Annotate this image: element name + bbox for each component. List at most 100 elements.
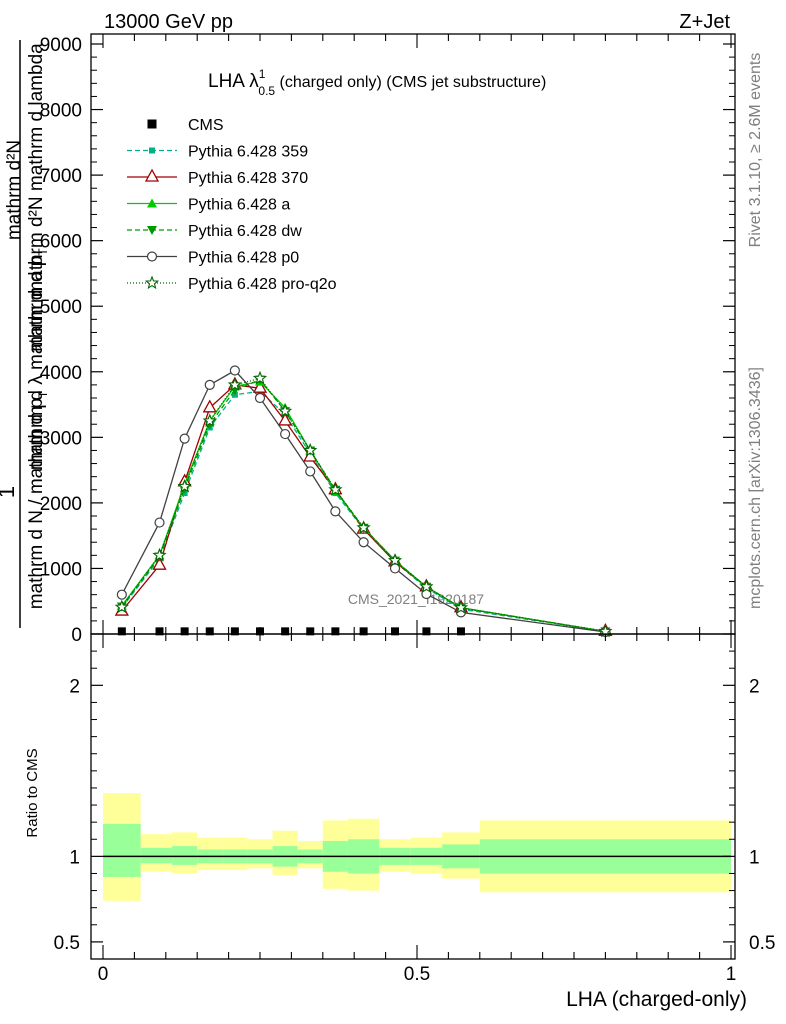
- series-point: [202, 399, 217, 413]
- legend-label: Pythia 6.428 p0: [188, 250, 299, 267]
- ratio-ytick-label-right: 2: [749, 676, 760, 697]
- series-line: [121, 377, 606, 633]
- series-line: [121, 390, 606, 633]
- ratio-ytick-label: 1: [69, 847, 80, 868]
- ylabel-one: 1: [0, 486, 19, 498]
- ratio-ytick-label-right: 1: [749, 847, 760, 868]
- series-point: [116, 589, 127, 600]
- legend-entry: Pythia 6.428 dw: [127, 223, 302, 240]
- ratio-bands: [103, 793, 731, 901]
- ratio-frame: [90, 633, 736, 960]
- series-point: [303, 442, 318, 457]
- series-point: [154, 517, 165, 528]
- main-x-ticks: [102, 34, 732, 634]
- legend-label: Pythia 6.428 a: [188, 197, 290, 214]
- ylabel-mid: mathrm d pT: [26, 248, 50, 352]
- cms-point: [256, 627, 264, 636]
- cms-point: [391, 627, 400, 636]
- main-ytick-label: 3000: [40, 428, 82, 449]
- series-point: [229, 365, 240, 376]
- series-point: [387, 553, 403, 567]
- series-line: [121, 369, 606, 633]
- main-ytick-label: 2000: [40, 494, 82, 515]
- series-point: [280, 428, 291, 440]
- series-point: [254, 392, 266, 404]
- ylabel-top2: mathrm d²N mathrm d lambda: [26, 43, 47, 297]
- cms-point: [306, 627, 315, 636]
- series-layer: [114, 365, 613, 638]
- ratio-band-inner: [172, 846, 198, 865]
- series-point: [114, 599, 129, 614]
- series-point: [330, 506, 341, 517]
- ratio-band-inner: [103, 823, 141, 877]
- ratio-ytick-label: 0.5: [54, 933, 80, 954]
- cms-point: [180, 627, 189, 636]
- chart-title: LHA λ1 0.5 (charged only) (CMS jet substr…: [208, 67, 546, 98]
- series-point: [278, 412, 293, 426]
- main-ytick-label: 0: [71, 625, 82, 646]
- ratio-ytick-label: 2: [69, 676, 80, 697]
- cms-point: [456, 627, 465, 636]
- series-pythia-6-428-p0: [116, 365, 611, 638]
- legend-marker: [146, 251, 158, 262]
- series-point: [177, 479, 192, 493]
- ylabel-bottom: mathrm d N / mathrm d pT: [26, 390, 50, 609]
- legend-label: Pythia 6.428 359: [188, 144, 308, 161]
- ratio-ylabel: Ratio to CMS: [24, 748, 41, 837]
- legend-marker: [147, 226, 157, 235]
- series-point: [252, 379, 268, 393]
- legend-marker: [144, 168, 160, 182]
- series-point: [453, 600, 469, 614]
- series-point: [419, 579, 434, 593]
- legend-marker: [147, 119, 157, 129]
- series-point: [204, 379, 215, 390]
- ratio-xtick-label: 0.5: [404, 964, 430, 985]
- cms-points: [117, 627, 465, 636]
- main-ytick-label: 8000: [40, 101, 82, 122]
- main-ytick-label: 5000: [40, 297, 82, 318]
- ratio-band-inner: [140, 847, 173, 864]
- legend-marker: [144, 275, 160, 290]
- process-label: Z+Jet: [679, 11, 730, 33]
- series-pythia-6-428-pro-q2o: [114, 370, 613, 638]
- legend-entry: Pythia 6.428 p0: [127, 250, 299, 267]
- cms-point: [359, 627, 368, 636]
- main-ytick-label: 1000: [40, 559, 82, 580]
- cms-point: [230, 627, 239, 636]
- main-ytick-label: 7000: [40, 166, 82, 187]
- legend-label: Pythia 6.428 pro-q2o: [188, 276, 337, 293]
- ylabel-mid3: mathrm d λ mathrm d: [26, 290, 47, 471]
- ylabel-top: mathrm d²N: [4, 140, 25, 240]
- series-point: [227, 377, 243, 391]
- main-ylabel: mathrm d²N mathrm d²N mathrm d lambda ma…: [0, 40, 50, 628]
- series-point: [179, 433, 190, 444]
- legend-entry: Pythia 6.428 370: [127, 168, 308, 187]
- series-point: [277, 403, 293, 418]
- series-point: [389, 563, 401, 574]
- legend-entry: Pythia 6.428 pro-q2o: [127, 275, 337, 293]
- main-ytick-label: 4000: [40, 363, 82, 384]
- legend-marker: [149, 147, 155, 154]
- x-axis-label: LHA (charged-only): [566, 988, 747, 1011]
- main-ytick-label: 6000: [40, 232, 82, 253]
- legend-entry: CMS: [147, 117, 224, 134]
- legend: CMS Pythia 6.428 359 Pythia 6.428 370 Pythi…: [127, 117, 337, 293]
- rivet-label: Rivet 3.1.10, ≥ 2.6M events: [747, 53, 764, 248]
- energy-label: 13000 GeV pp: [104, 11, 233, 33]
- legend-label: Pythia 6.428 dw: [188, 223, 302, 240]
- ratio-xtick-label: 1: [726, 964, 737, 985]
- main-ytick-label: 9000: [40, 35, 82, 56]
- legend-entry: Pythia 6.428 359: [127, 144, 308, 161]
- ratio-ticks: 0 0.5 1 0.5 0.5 1 1 2 2: [54, 634, 775, 985]
- cms-point: [331, 627, 340, 636]
- cms-point: [117, 627, 126, 636]
- series-point: [328, 482, 343, 496]
- cms-point: [281, 627, 290, 636]
- legend-marker: [147, 198, 157, 208]
- series-point: [152, 556, 167, 570]
- series-point: [305, 466, 316, 477]
- legend-label: CMS: [188, 117, 224, 134]
- ratio-ytick-label-right: 0.5: [749, 933, 775, 954]
- series-point: [202, 413, 217, 428]
